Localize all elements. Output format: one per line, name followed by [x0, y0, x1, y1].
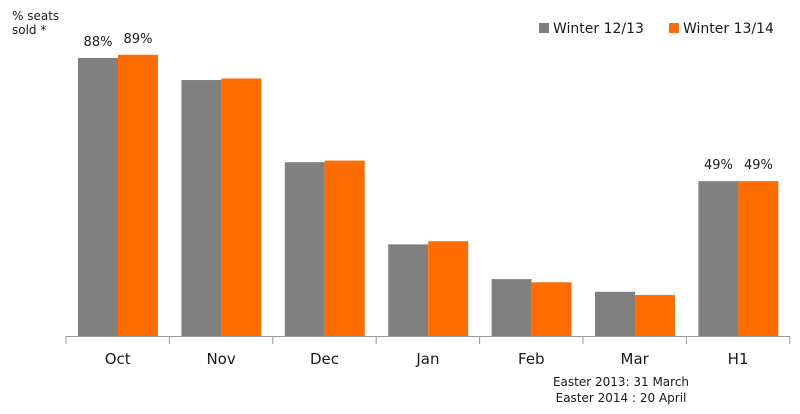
legend-swatch-0	[539, 23, 549, 33]
bar-oct-series-0	[78, 57, 118, 337]
x-tick-label-nov: Nov	[206, 350, 235, 368]
data-label-h1-1: 49%	[744, 158, 773, 173]
legend-swatch-1	[669, 23, 679, 33]
bar-jan-series-1	[428, 241, 469, 336]
bar-nov-series-1	[221, 78, 262, 337]
bar-nov-series-0	[181, 80, 222, 336]
data-label-h1-0: 49%	[704, 158, 733, 173]
bar-h1-series-0	[698, 181, 739, 336]
y-axis-label-line: % seats	[12, 9, 59, 23]
x-tick-label-jan: Jan	[415, 350, 439, 368]
bar-dec-series-0	[284, 162, 325, 336]
legend-label-0: Winter 12/13	[553, 21, 644, 37]
x-tick-label-feb: Feb	[518, 350, 545, 368]
x-tick-label-dec: Dec	[310, 350, 339, 368]
x-tick-label-mar: Mar	[621, 350, 650, 368]
bar-jan-series-0	[388, 244, 429, 336]
bar-oct-series-1	[118, 54, 158, 336]
data-labels: 88% 89% 49% 49%	[84, 32, 773, 173]
bar-h1-series-1	[738, 181, 779, 336]
data-label-oct-1: 89%	[124, 32, 153, 47]
bar-feb-series-1	[531, 282, 572, 336]
legend: Winter 12/13 Winter 13/14	[539, 21, 774, 37]
y-axis-label-line: sold *	[12, 23, 46, 37]
bar-mar-series-0	[595, 291, 635, 336]
x-axis: Oct Nov Dec Jan Feb Mar H1	[65, 336, 791, 368]
bar-dec-series-1	[324, 160, 365, 336]
footnote-line: Easter 2013: 31 March	[553, 375, 689, 389]
bar-mar-series-1	[635, 294, 675, 336]
bars	[78, 54, 779, 337]
bar-feb-series-0	[491, 279, 532, 336]
footnote-line: Easter 2014 : 20 April	[556, 391, 687, 405]
x-tick-label-h1: H1	[728, 350, 749, 368]
footnote: Easter 2013: 31 March Easter 2014 : 20 Ap…	[553, 375, 689, 405]
data-label-oct-0: 88%	[84, 35, 113, 50]
legend-label-1: Winter 13/14	[683, 21, 774, 37]
x-tick-label-oct: Oct	[105, 350, 131, 368]
